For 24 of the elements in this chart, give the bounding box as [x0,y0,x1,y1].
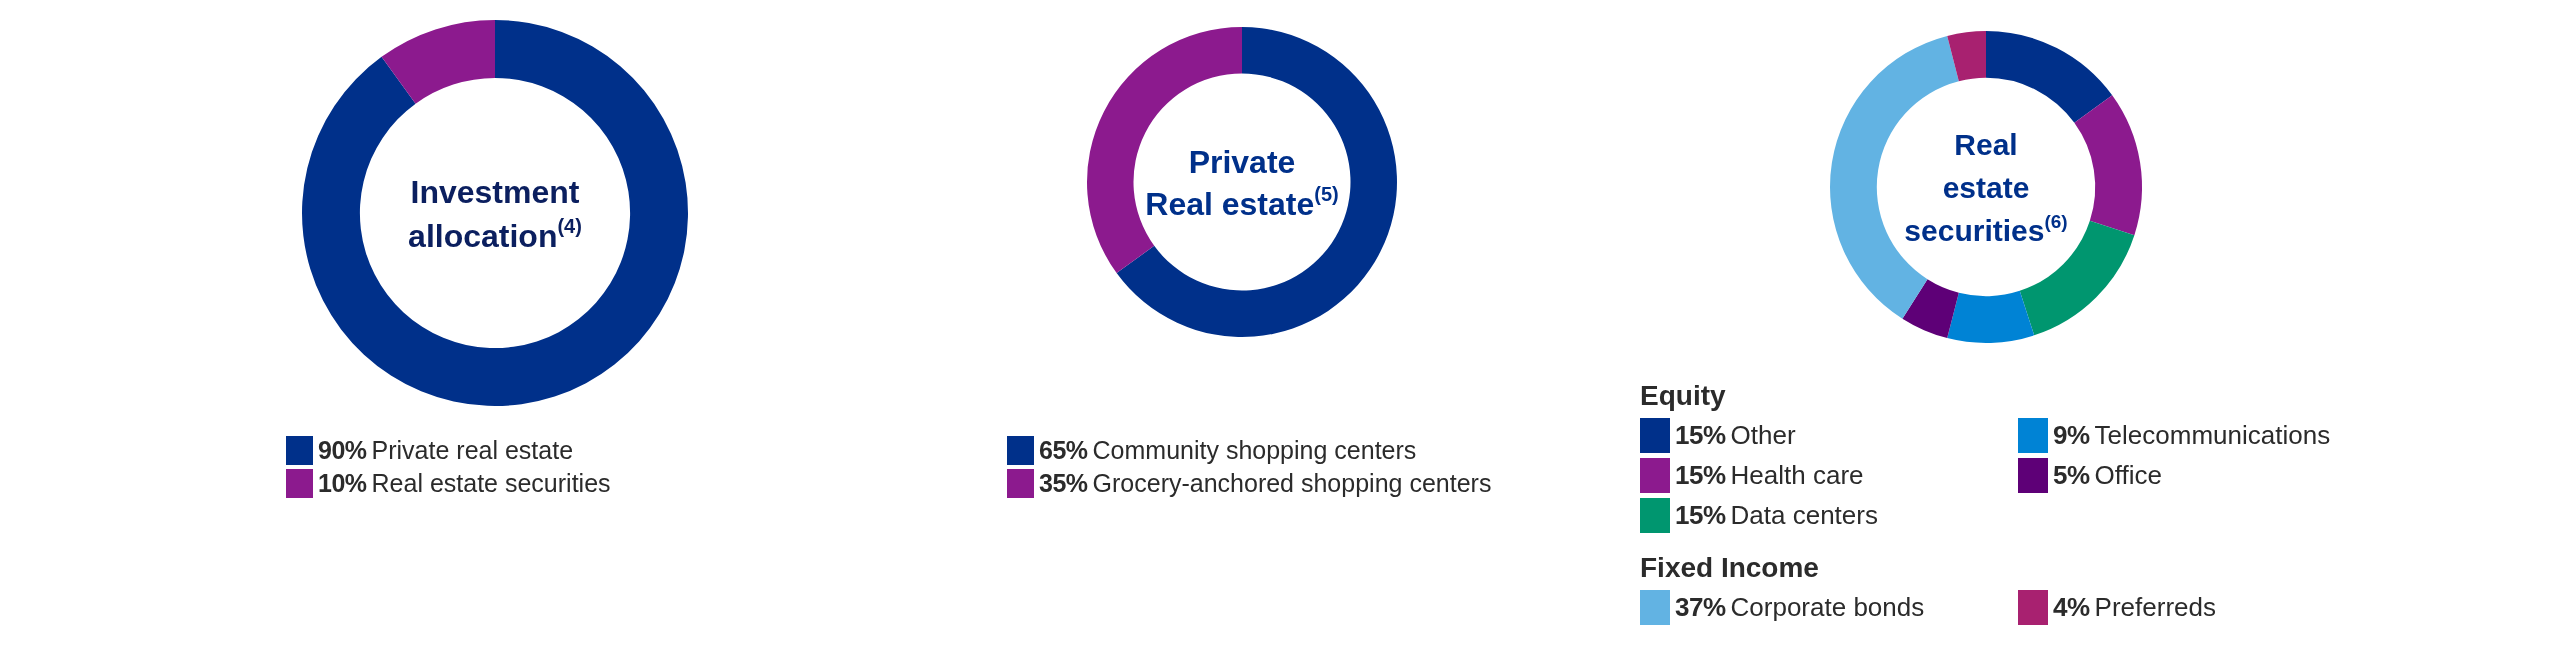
data-label: 37% [1675,592,1726,623]
data-label: 15% [1675,460,1726,491]
data-label: 10% [318,469,367,498]
text: Fixed Income [1640,552,1819,583]
legend-label: Other [1730,420,1796,451]
legend-label: Private real estate [371,436,574,465]
data-label: 15% [1675,420,1726,451]
legend-label: Corporate bonds [1730,592,1925,623]
text: Equity [1640,380,1726,411]
data-label: 15% [1675,500,1726,531]
legend-label: Office [2094,460,2163,491]
legend-label: Health care [1730,460,1864,491]
data-label: 65% [1039,436,1088,465]
data-label: 35% [1039,469,1088,498]
legend-label: Telecommunications [2094,420,2331,451]
data-label: 4% [2053,592,2090,623]
legend-label: Preferreds [2094,592,2216,623]
data-label: 5% [2053,460,2090,491]
data-label: 90% [318,436,367,465]
legend-label: Community shopping centers [1092,436,1417,465]
legend-label: Real estate securities [371,469,611,498]
legend-label: Data centers [1730,500,1878,531]
legend-label: Grocery-anchored shopping centers [1092,469,1492,498]
data-label: 9% [2053,420,2090,451]
